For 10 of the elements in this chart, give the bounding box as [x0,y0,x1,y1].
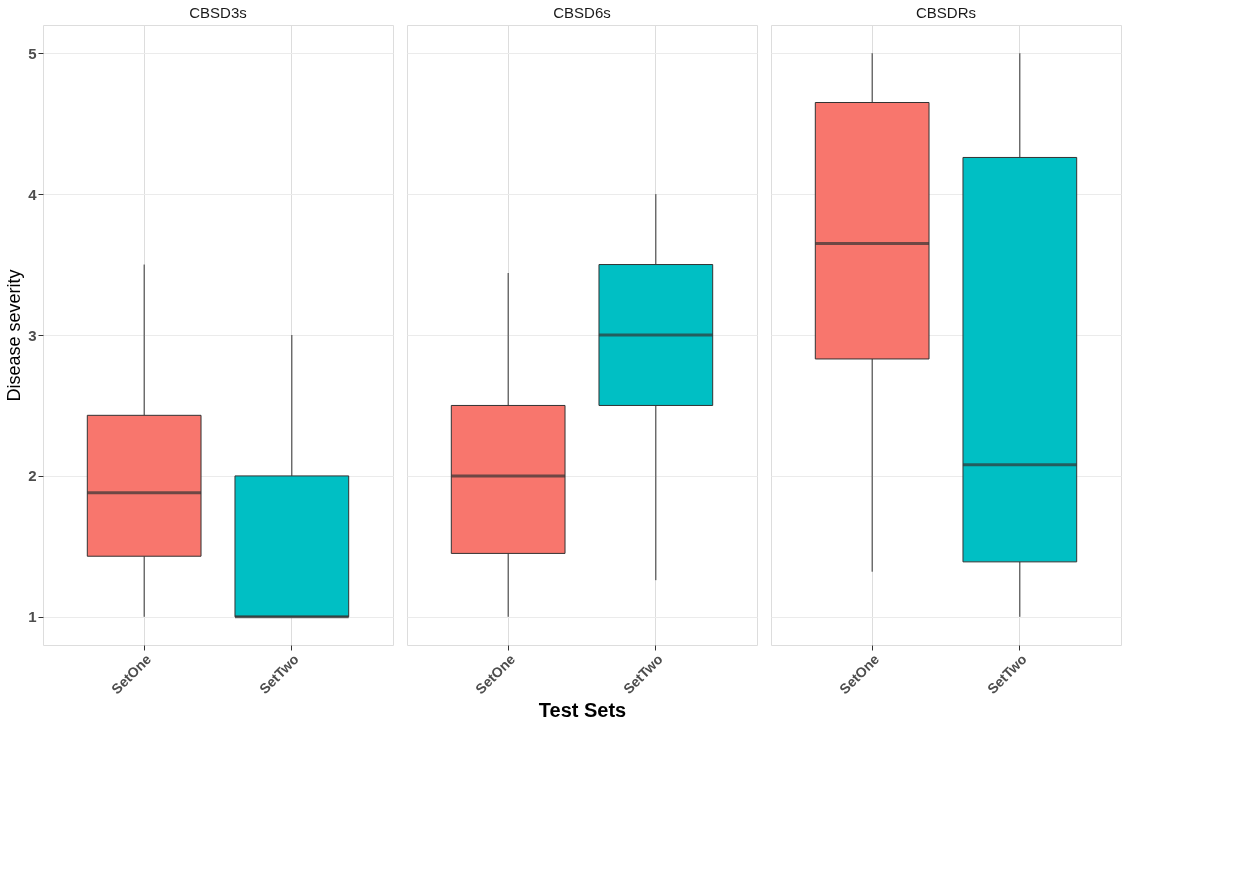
y-tick-label: 3 [28,326,37,344]
y-tick-label: 2 [28,467,37,485]
chart-title: CBSD3s [189,4,247,21]
y-tick-label: 4 [28,185,38,203]
y-axis-title: Disease severity [4,269,25,402]
y-tick-label: 5 [28,44,37,62]
chart-title: CBSD6s [553,4,611,21]
y-tick-label: 1 [28,608,37,626]
chart-title: CBSDRs [915,4,977,21]
x-axis-title: Test Sets [538,699,627,722]
